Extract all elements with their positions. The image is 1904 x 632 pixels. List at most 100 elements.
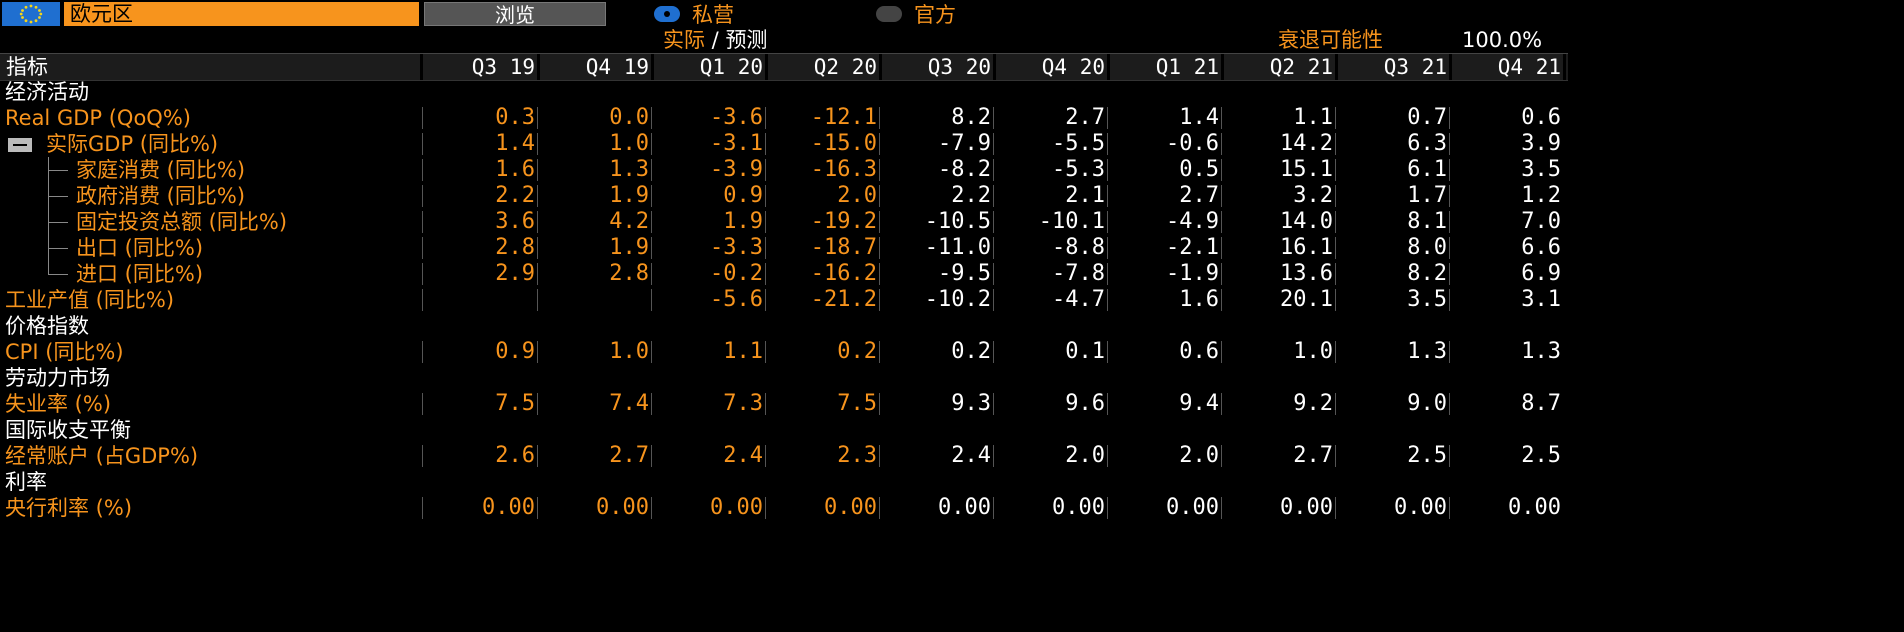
value-cell[interactable]: -16.3 [810, 157, 877, 182]
value-cell[interactable]: 0.00 [824, 495, 877, 520]
value-cell[interactable]: -9.5 [938, 261, 991, 286]
value-cell[interactable]: 1.3 [1521, 339, 1561, 364]
value-cell[interactable]: 1.4 [1179, 105, 1219, 130]
value-cell[interactable]: 0.3 [495, 105, 535, 130]
value-cell[interactable]: 9.6 [1065, 391, 1105, 416]
table-row[interactable]: 政府消费 (同比%) 2.2 1.9 0.9 2.0 2.2 2.1 2.7 3.2 1.7 1.2 [0, 183, 1568, 209]
value-cell[interactable]: 1.9 [723, 209, 763, 234]
value-cell[interactable]: 2.8 [495, 235, 535, 260]
value-cell[interactable]: 7.0 [1521, 209, 1561, 234]
value-cell[interactable]: 3.1 [1521, 287, 1561, 312]
value-cell[interactable]: -18.7 [810, 235, 877, 260]
value-cell[interactable]: 2.0 [837, 183, 877, 208]
value-cell[interactable]: -7.8 [1052, 261, 1105, 286]
value-cell[interactable]: 2.8 [609, 261, 649, 286]
value-cell[interactable]: -16.2 [810, 261, 877, 286]
value-cell[interactable]: -12.1 [810, 105, 877, 130]
value-cell[interactable]: 0.00 [1166, 495, 1219, 520]
value-cell[interactable]: 0.00 [938, 495, 991, 520]
column-header[interactable]: Q1 20 [699, 55, 763, 79]
value-cell[interactable]: 0.1 [1065, 339, 1105, 364]
value-cell[interactable]: 7.3 [723, 391, 763, 416]
row-label[interactable]: 进口 (同比%) [76, 262, 204, 286]
value-cell[interactable]: 1.0 [609, 131, 649, 156]
column-header[interactable]: Q4 20 [1041, 55, 1105, 79]
value-cell[interactable]: 3.5 [1521, 157, 1561, 182]
value-cell[interactable]: 4.2 [609, 209, 649, 234]
value-cell[interactable]: 0.2 [951, 339, 991, 364]
value-cell[interactable]: 0.00 [596, 495, 649, 520]
value-cell[interactable]: 0.00 [710, 495, 763, 520]
value-cell[interactable]: 1.1 [723, 339, 763, 364]
row-label[interactable]: CPI (同比%) [5, 340, 124, 364]
value-cell[interactable]: 15.1 [1280, 157, 1333, 182]
value-cell[interactable]: 6.6 [1521, 235, 1561, 260]
value-cell[interactable] [425, 287, 535, 313]
value-cell[interactable]: -10.2 [924, 287, 991, 312]
value-cell[interactable]: 2.9 [495, 261, 535, 286]
value-cell[interactable] [539, 287, 649, 313]
row-label[interactable]: 失业率 (%) [5, 392, 112, 416]
table-row[interactable]: 实际GDP (同比%) 1.4 1.0 -3.1 -15.0 -7.9 -5.5 -0.6 14… [0, 131, 1568, 157]
value-cell[interactable]: 1.4 [495, 131, 535, 156]
value-cell[interactable]: -3.9 [710, 157, 763, 182]
row-label[interactable]: 央行利率 (%) [5, 496, 133, 520]
value-cell[interactable]: 1.9 [609, 183, 649, 208]
value-cell[interactable]: 16.1 [1280, 235, 1333, 260]
value-cell[interactable]: 6.1 [1407, 157, 1447, 182]
table-row[interactable]: 进口 (同比%) 2.9 2.8 -0.2 -16.2 -9.5 -7.8 -1.9 13.6 8… [0, 261, 1568, 287]
value-cell[interactable]: 1.0 [1293, 339, 1333, 364]
value-cell[interactable]: 1.6 [495, 157, 535, 182]
value-cell[interactable]: -21.2 [810, 287, 877, 312]
value-cell[interactable]: -8.2 [938, 157, 991, 182]
row-label[interactable]: 经常账户 (占GDP%) [5, 444, 199, 468]
value-cell[interactable]: 2.7 [1179, 183, 1219, 208]
value-cell[interactable]: 0.9 [723, 183, 763, 208]
value-cell[interactable]: 2.7 [609, 443, 649, 468]
column-header[interactable]: Q3 21 [1383, 55, 1447, 79]
column-header[interactable]: Q3 19 [471, 55, 535, 79]
column-header[interactable]: Q4 21 [1497, 55, 1561, 79]
value-cell[interactable]: -3.3 [710, 235, 763, 260]
value-cell[interactable]: -2.1 [1166, 235, 1219, 260]
value-cell[interactable]: 0.7 [1407, 105, 1447, 130]
table-row[interactable]: 出口 (同比%) 2.8 1.9 -3.3 -18.7 -11.0 -8.8 -2.1 16.1… [0, 235, 1568, 261]
value-cell[interactable]: -3.6 [710, 105, 763, 130]
column-header[interactable]: Q2 20 [813, 55, 877, 79]
value-cell[interactable]: 0.00 [482, 495, 535, 520]
value-cell[interactable]: -5.3 [1052, 157, 1105, 182]
row-label[interactable]: 实际GDP (同比%) [46, 132, 219, 156]
value-cell[interactable]: 2.2 [951, 183, 991, 208]
value-cell[interactable]: -19.2 [810, 209, 877, 234]
value-cell[interactable]: 6.3 [1407, 131, 1447, 156]
value-cell[interactable]: -5.5 [1052, 131, 1105, 156]
value-cell[interactable]: 2.7 [1065, 105, 1105, 130]
value-cell[interactable]: 2.4 [951, 443, 991, 468]
row-label[interactable]: 固定投资总额 (同比%) [76, 210, 288, 234]
value-cell[interactable]: 2.3 [837, 443, 877, 468]
value-cell[interactable]: 0.9 [495, 339, 535, 364]
value-cell[interactable]: 3.9 [1521, 131, 1561, 156]
value-cell[interactable]: 2.5 [1407, 443, 1447, 468]
value-cell[interactable]: -10.5 [924, 209, 991, 234]
value-cell[interactable]: 14.2 [1280, 131, 1333, 156]
radio-official[interactable]: 官方 [876, 3, 956, 27]
value-cell[interactable]: 6.9 [1521, 261, 1561, 286]
value-cell[interactable]: 2.7 [1293, 443, 1333, 468]
value-cell[interactable]: -4.9 [1166, 209, 1219, 234]
row-label[interactable]: 家庭消费 (同比%) [76, 158, 246, 182]
value-cell[interactable]: -5.6 [710, 287, 763, 312]
value-cell[interactable]: 1.0 [609, 339, 649, 364]
row-label[interactable]: 出口 (同比%) [76, 236, 204, 260]
browse-button[interactable]: 浏览 [424, 2, 606, 27]
value-cell[interactable]: 8.2 [1407, 261, 1447, 286]
value-cell[interactable]: -0.6 [1166, 131, 1219, 156]
value-cell[interactable]: 2.5 [1521, 443, 1561, 468]
value-cell[interactable]: 3.6 [495, 209, 535, 234]
value-cell[interactable]: 2.4 [723, 443, 763, 468]
value-cell[interactable]: 1.3 [609, 157, 649, 182]
value-cell[interactable]: 2.1 [1065, 183, 1105, 208]
value-cell[interactable]: 7.5 [495, 391, 535, 416]
value-cell[interactable]: -11.0 [924, 235, 991, 260]
value-cell[interactable]: 0.00 [1508, 495, 1561, 520]
